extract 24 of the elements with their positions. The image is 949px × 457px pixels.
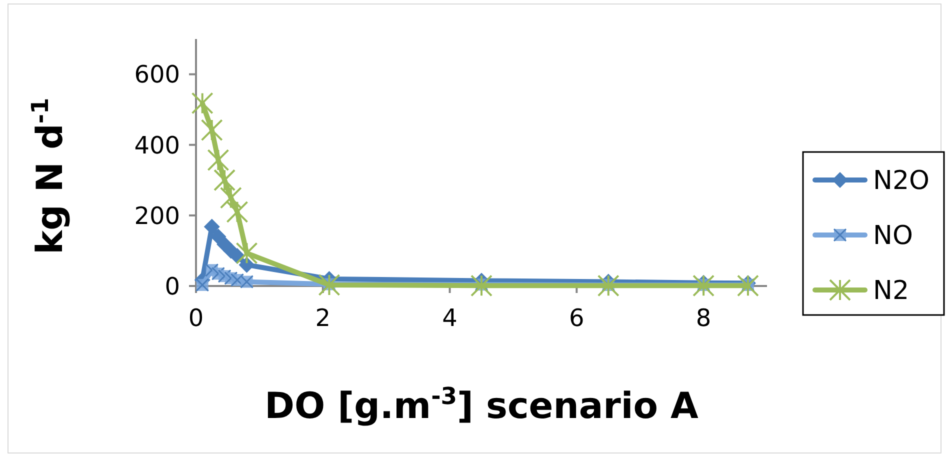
point [736, 274, 759, 297]
x-axis-title: DO [g.m$^{-3}$] scenario A [264, 382, 699, 427]
point [236, 242, 258, 264]
point [191, 92, 214, 114]
point [226, 200, 248, 223]
legend-label: N2O [873, 166, 930, 196]
x-tick-label: 6 [569, 304, 584, 332]
point [220, 186, 242, 209]
point [200, 119, 223, 142]
point [470, 274, 492, 297]
y-tick-label: 600 [134, 60, 180, 89]
legend-label: N2 [873, 276, 909, 306]
y-tick-label: 200 [134, 202, 180, 230]
x-tick-label: 2 [315, 304, 331, 332]
point [692, 274, 715, 297]
x-tick-label: 0 [188, 304, 204, 332]
legend-label: NO [873, 221, 913, 252]
x-tick-label: 4 [442, 304, 458, 332]
point [318, 274, 340, 296]
x-tick-label: 8 [696, 304, 712, 332]
point [238, 256, 255, 273]
y-tick-label: 400 [134, 131, 180, 160]
y-tick-label: 0 [164, 272, 180, 300]
point [597, 274, 620, 297]
